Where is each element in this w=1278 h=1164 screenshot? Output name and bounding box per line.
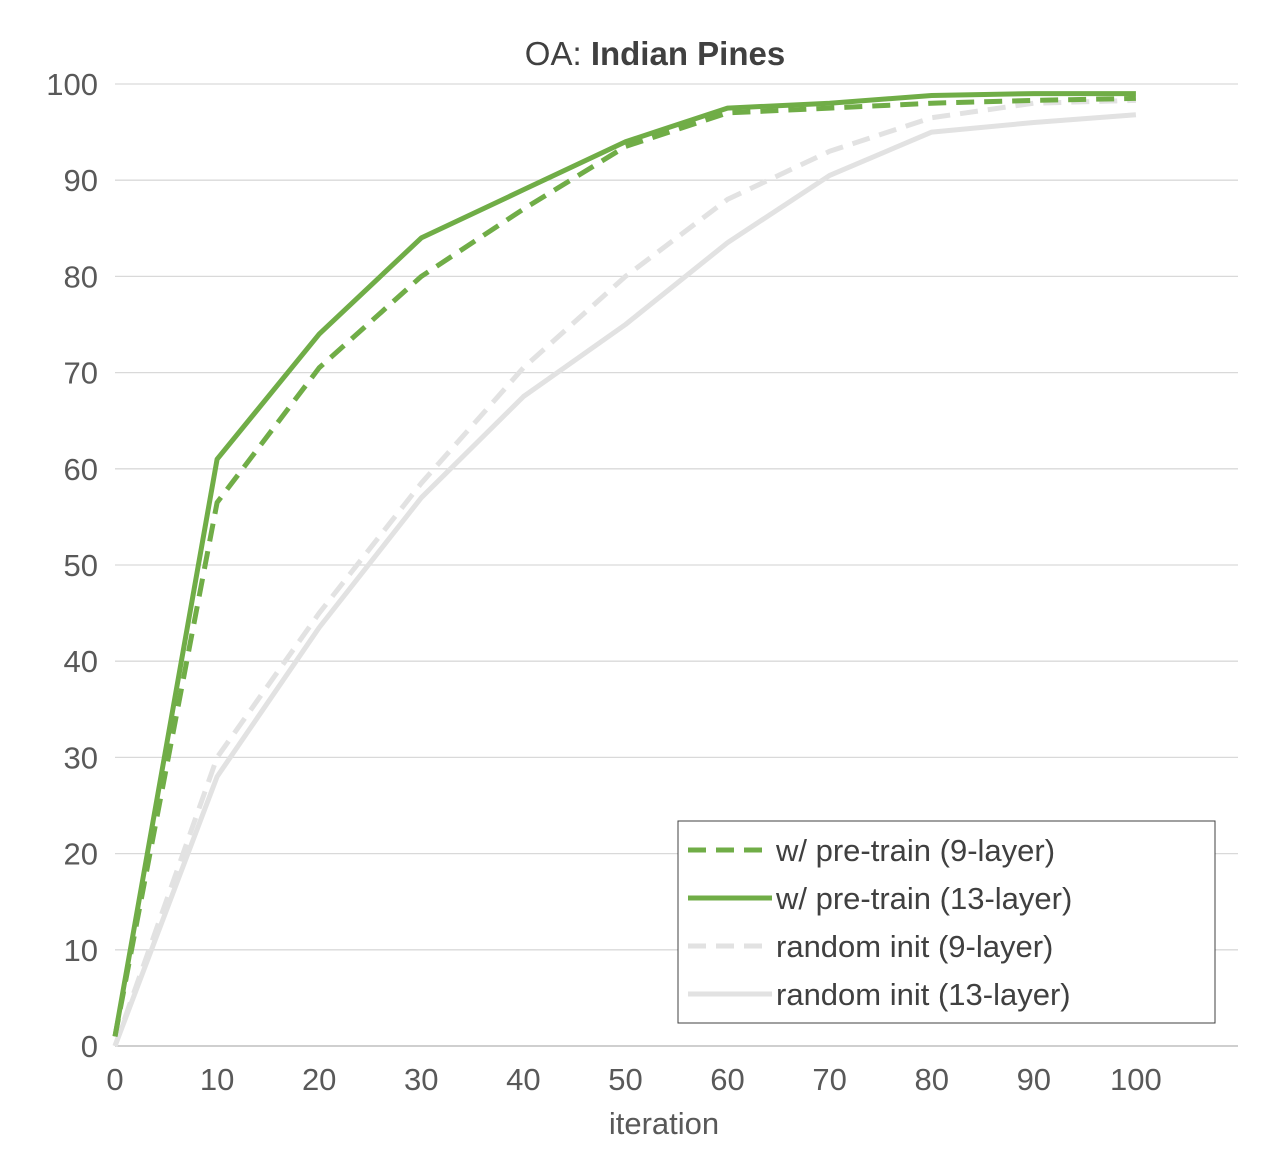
legend-label-1: w/ pre-train (9-layer) bbox=[775, 833, 1055, 868]
x-tick-label: 0 bbox=[106, 1062, 123, 1097]
x-tick-label: 80 bbox=[914, 1062, 948, 1097]
x-tick-label: 100 bbox=[1110, 1062, 1162, 1097]
series-line-3 bbox=[112, 97, 1136, 1047]
y-tick-label: 50 bbox=[64, 548, 98, 583]
x-tick-label: 30 bbox=[404, 1062, 438, 1097]
x-axis-title: iteration bbox=[609, 1106, 719, 1141]
x-tick-label: 20 bbox=[302, 1062, 336, 1097]
series-line-2 bbox=[112, 91, 1136, 1037]
y-tick-label: 0 bbox=[81, 1029, 98, 1064]
legend-label-3: random init (9-layer) bbox=[776, 929, 1053, 964]
chart-title-prefix: OA: bbox=[525, 35, 591, 72]
y-tick-label: 30 bbox=[64, 740, 98, 775]
y-tick-label: 90 bbox=[64, 163, 98, 198]
axes: 0 10 20 30 40 50 60 70 80 90 100 0 10 20 30 40 50 60 70 80 9… bbox=[46, 67, 1238, 1097]
x-tick-label: 10 bbox=[200, 1062, 234, 1097]
legend-box bbox=[677, 820, 1216, 1024]
chart-title-bold: Indian Pines bbox=[591, 35, 785, 72]
legend-label-4: random init (13-layer) bbox=[776, 977, 1071, 1012]
y-tick-label: 10 bbox=[64, 933, 98, 968]
x-tick-label: 70 bbox=[812, 1062, 846, 1097]
series-lines bbox=[112, 91, 1137, 1047]
x-tick-label: 60 bbox=[710, 1062, 744, 1097]
y-tick-label: 100 bbox=[46, 67, 98, 102]
legend-label-2: w/ pre-train (13-layer) bbox=[775, 881, 1072, 916]
series-line-1 bbox=[112, 95, 1136, 1037]
x-tick-label: 90 bbox=[1017, 1062, 1051, 1097]
y-tick-label: 80 bbox=[64, 259, 98, 294]
legend: w/ pre-train (9-layer) w/ pre-train (13-l… bbox=[677, 820, 1216, 1024]
x-tick-label: 40 bbox=[506, 1062, 540, 1097]
series-line-4 bbox=[112, 112, 1137, 1047]
chart-title: OA: Indian Pines bbox=[525, 35, 785, 72]
y-tick-label: 60 bbox=[64, 452, 98, 487]
x-tick-label: 50 bbox=[608, 1062, 642, 1097]
y-tick-label: 70 bbox=[64, 356, 98, 391]
y-tick-label: 40 bbox=[64, 644, 98, 679]
y-tick-label: 20 bbox=[64, 837, 98, 872]
gridlines bbox=[115, 83, 1238, 951]
